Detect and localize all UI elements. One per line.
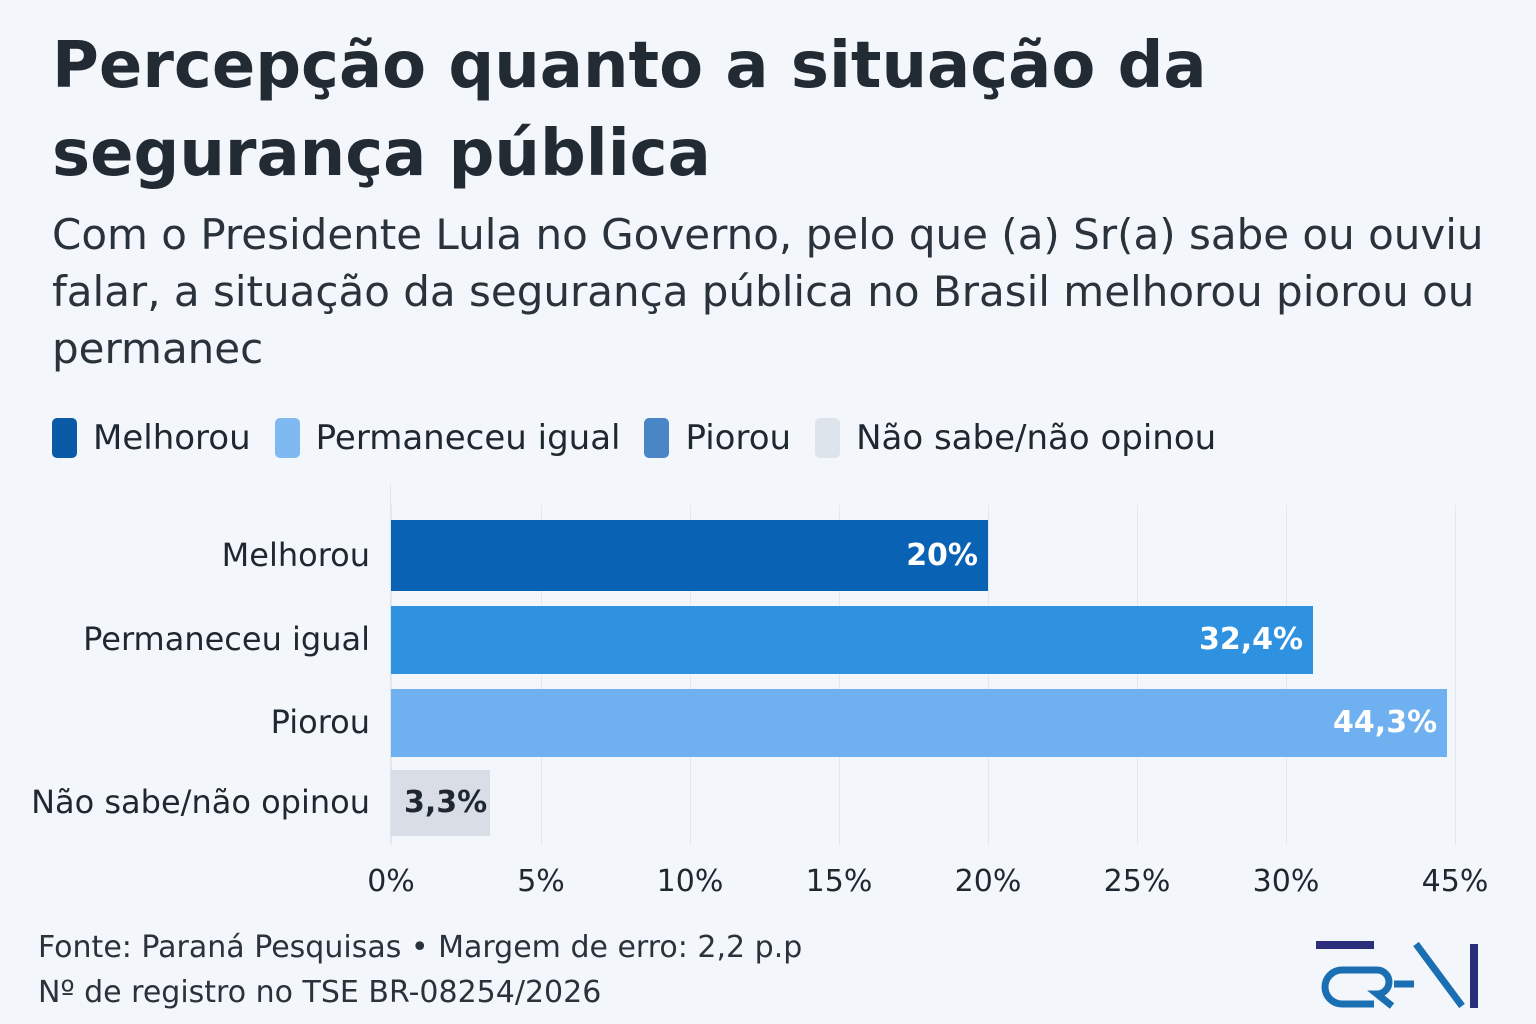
x-tick-label: 45%: [1421, 864, 1489, 899]
x-tick-label: 5%: [517, 864, 565, 899]
legend-label: Não sabe/não opinou: [856, 418, 1217, 458]
legend-item: Permaneceu igual: [274, 418, 621, 458]
bar: [391, 689, 1448, 757]
bar: [391, 606, 1314, 674]
chart-subtitle: Com o Presidente Lula no Governo, pelo q…: [52, 210, 1484, 373]
legend-label: Piorou: [685, 418, 792, 458]
gridline: [1455, 505, 1456, 845]
gridline: [839, 505, 840, 845]
bar: [391, 770, 490, 836]
gridline: [391, 505, 392, 845]
x-tick-label: 15%: [805, 864, 873, 899]
bar-value-label: 20%: [906, 537, 978, 573]
cra1-logo: [1316, 941, 1478, 1009]
category-label: Não sabe/não opinou: [31, 783, 370, 821]
x-tick-label: 30%: [1252, 864, 1320, 899]
legend-item: Piorou: [644, 418, 791, 458]
legend: Melhorou Permaneceu igual Piorou Não sabe/n…: [52, 418, 1240, 458]
legend-swatch: [52, 418, 77, 458]
bar-value-label: 44,3%: [1333, 705, 1438, 740]
chart-title: Percepção quanto a situação da segurança…: [52, 29, 1207, 191]
gridline: [690, 505, 691, 845]
legend-label: Melhorou: [93, 418, 251, 458]
gridline: [1137, 505, 1138, 845]
x-tick-label: 10%: [656, 864, 724, 899]
gridline: [1286, 505, 1287, 845]
gridline: [988, 505, 989, 845]
gridline: [541, 505, 542, 845]
legend-label: Permaneceu igual: [315, 418, 621, 458]
legend-item: Melhorou: [52, 418, 251, 458]
bar-value-label: 3,3%: [404, 785, 488, 820]
legend-swatch: [644, 418, 670, 458]
x-tick-label: 20%: [954, 864, 1022, 899]
category-label: Piorou: [270, 703, 370, 741]
x-tick-label: 25%: [1103, 864, 1171, 899]
legend-swatch: [815, 418, 841, 458]
footer-registration: Nº de registro no TSE BR-08254/2026: [38, 975, 602, 1010]
x-tick-label: 0%: [367, 864, 415, 899]
y-axis: [390, 484, 391, 844]
bar-value-label: 32,4%: [1198, 622, 1304, 657]
category-label: Permaneceu igual: [83, 620, 370, 658]
legend-swatch: [274, 418, 300, 458]
legend-item: Não sabe/não opinou: [815, 418, 1216, 458]
category-label: Melhorou: [221, 535, 370, 574]
footer-source: Fonte: Paraná Pesquisas • Margem de erro…: [38, 930, 803, 965]
bar: [391, 520, 988, 591]
